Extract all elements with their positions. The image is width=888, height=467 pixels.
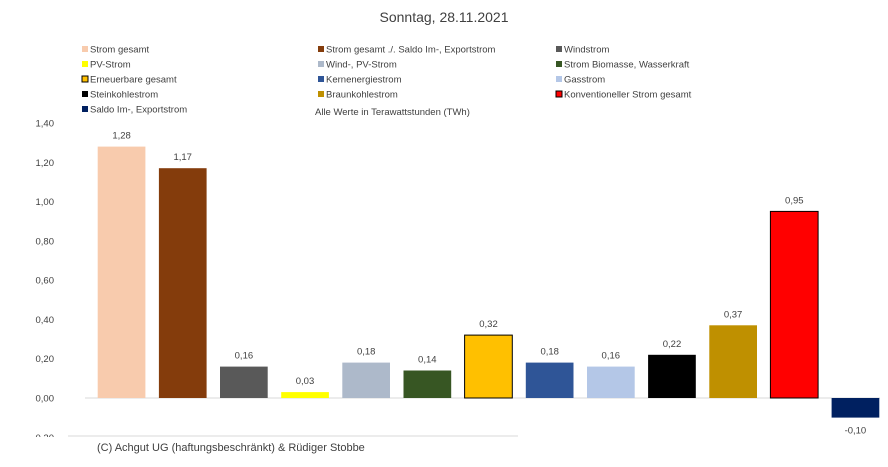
footer-copyright: (C) Achgut UG (haftungsbeschränkt) & Rüd… (97, 442, 365, 454)
data-label: 0,18 (540, 347, 559, 358)
y-tick-label: 1,00 (36, 197, 55, 208)
data-label: 0,18 (357, 347, 376, 358)
legend-swatch (318, 61, 324, 67)
bar (709, 325, 757, 398)
legend-label: Strom Biomasse, Wasserkraft (564, 60, 690, 71)
bar (831, 398, 880, 418)
bar (158, 168, 207, 398)
y-tick-label: 0,80 (36, 236, 55, 247)
data-label: 0,03 (296, 376, 315, 387)
y-tick-label: 0,20 (36, 354, 55, 365)
y-tick-label: 0,60 (36, 276, 55, 287)
legend-label: Windstrom (564, 45, 609, 56)
bar (769, 210, 819, 399)
bar (281, 392, 329, 398)
bar (587, 366, 635, 398)
legend-label: Braunkohlestrom (326, 90, 398, 101)
legend-label: Strom gesamt ./. Saldo Im-, Exportstrom (326, 45, 496, 56)
legend-swatch (556, 46, 562, 52)
data-labels: 1,28 1,17 0,16 0,03 0,18 0,14 0,32 0,18 0,16 0,22… (112, 131, 866, 437)
y-tick-label: 0,00 (36, 394, 55, 405)
legend-label: Kernenergiestrom (326, 75, 402, 86)
legend-swatch (556, 61, 562, 67)
legend-label: Gasstrom (564, 75, 605, 86)
data-label: 0,16 (235, 351, 254, 362)
data-label: 0,16 (602, 351, 621, 362)
legend-label: PV-Strom (90, 60, 131, 71)
bar (97, 146, 146, 398)
bar (220, 366, 268, 398)
legend-label: Strom gesamt (90, 45, 149, 56)
y-axis: -0,20 0,00 0,20 0,40 0,60 0,80 1,00 1,20 1,40 (32, 119, 55, 444)
bar (342, 362, 390, 398)
legend-swatch (82, 91, 88, 97)
legend-label: Konventioneller Strom gesamt (564, 90, 692, 101)
bar (648, 354, 696, 398)
legend-swatch (81, 75, 89, 83)
y-tick-label: -0,20 (32, 433, 54, 444)
y-tick-label: 0,40 (36, 315, 55, 326)
legend-swatch (556, 76, 562, 82)
legend-swatch (318, 76, 324, 82)
data-label: 0,37 (724, 309, 743, 320)
data-label: 1,28 (112, 131, 131, 142)
legend: Strom gesamt Strom gesamt ./. Saldo Im-, … (81, 45, 692, 116)
data-label: 0,95 (785, 195, 804, 206)
legend-label: Erneuerbare gesamt (90, 75, 177, 86)
bar (525, 362, 574, 398)
legend-label: Steinkohlestrom (90, 90, 158, 101)
data-label: 0,32 (479, 319, 498, 330)
legend-swatch (82, 106, 88, 112)
data-label: 1,17 (173, 152, 192, 163)
data-label: -0,10 (845, 426, 867, 437)
data-label: 0,22 (663, 339, 682, 350)
y-tick-label: 1,20 (36, 158, 55, 169)
legend-swatch (318, 91, 324, 97)
chart-title: Sonntag, 28.11.2021 (380, 9, 509, 25)
legend-label: Saldo Im-, Exportstrom (90, 105, 187, 116)
legend-label: Wind-, PV-Strom (326, 60, 397, 71)
bar (403, 370, 452, 398)
bar (464, 334, 513, 399)
bars (97, 146, 880, 418)
legend-swatch (318, 46, 324, 52)
chart-subtitle: Alle Werte in Terawattstunden (TWh) (315, 107, 470, 118)
legend-swatch (82, 61, 88, 67)
legend-swatch (555, 90, 563, 98)
y-tick-label: 1,40 (36, 119, 55, 130)
legend-swatch (82, 46, 88, 52)
data-label: 0,14 (418, 355, 437, 366)
